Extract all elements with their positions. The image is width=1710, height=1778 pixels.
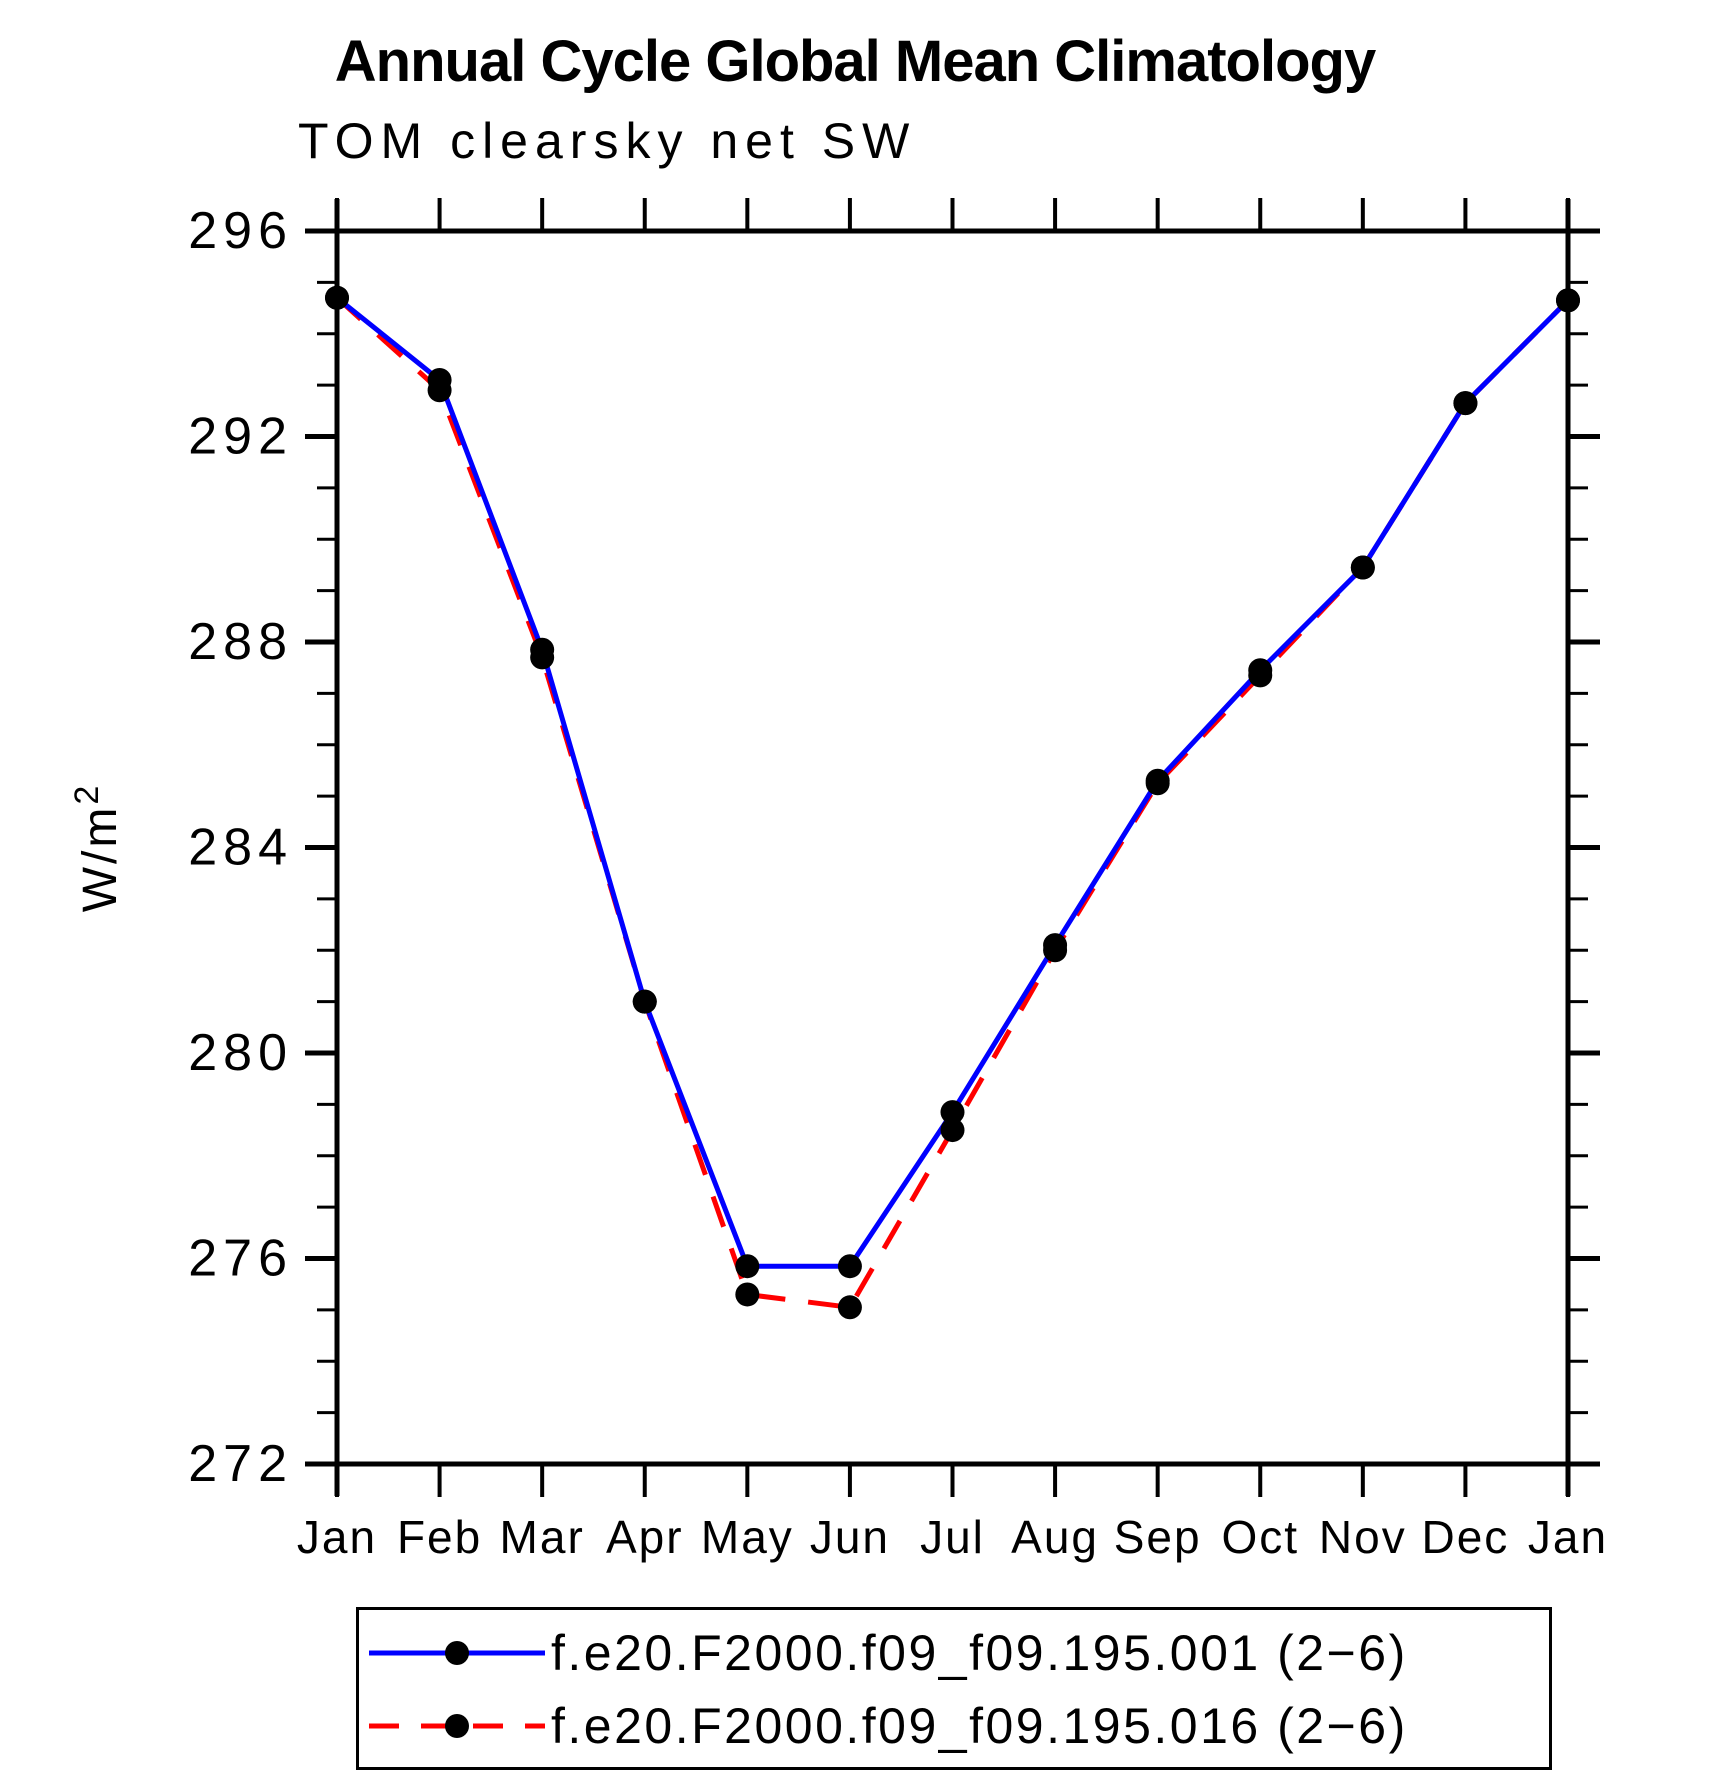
y-ticks [305,228,1600,1467]
data-point-marker [837,1295,862,1320]
x-tick-label: Oct [1221,1511,1299,1563]
y-axis-title: W/m2 [68,783,127,913]
data-point-marker [735,1282,760,1307]
legend-entry-series-0: f.e20.F2000.f09_f09.195.001 (2−6) [365,1625,1408,1681]
data-point-marker [940,1118,965,1143]
x-tick-label: Jan [1528,1511,1608,1563]
x-tick-label: Jan [297,1511,377,1563]
legend-entry-series-1: f.e20.F2000.f09_f09.195.016 (2−6) [365,1698,1408,1754]
plot-axes [305,199,1600,1496]
data-point-marker [837,1254,862,1279]
x-tick-label: Sep [1114,1511,1202,1563]
data-point-marker [1556,288,1580,313]
data-point-marker [940,1100,965,1125]
x-tick-label: Dec [1422,1511,1510,1563]
x-tick-label: Mar [500,1511,585,1563]
y-tick-labels: 272 276 280 284 288 292 296 [188,202,293,1493]
y-tick-label: 296 [188,202,293,260]
x-tick-label: May [701,1511,794,1563]
data-point-marker [427,378,452,403]
legend-box: f.e20.F2000.f09_f09.195.001 (2−6) f.e20.… [356,1607,1552,1770]
legend-line-sample-solid [369,1641,545,1665]
series-markers-1 [325,285,1580,1320]
x-tick-label: Jul [920,1511,985,1563]
data-point-marker [735,1254,760,1279]
legend-label-series-0: f.e20.F2000.f09_f09.195.001 (2−6) [551,1625,1408,1681]
y-tick-label: 288 [188,613,293,671]
x-tick-label: Jun [810,1511,890,1563]
x-tick-labels: Jan Feb Mar Apr May Jun Jul Aug Sep Oct Nov Dec Jan [297,1511,1608,1563]
y-tick-label: 284 [188,819,293,877]
data-point-marker [530,645,555,670]
data-point-marker [1453,391,1478,416]
chart-subtitle: TOM clearsky net SW [298,113,917,169]
y-tick-label: 292 [188,408,293,466]
legend-marker-dot [445,1714,469,1738]
data-point-marker [1248,663,1273,688]
x-tick-label: Apr [606,1511,684,1563]
legend-line-sample-dashed [369,1714,545,1738]
data-point-marker [325,285,349,310]
data-point-marker [1350,555,1375,580]
data-point-marker [632,989,657,1014]
y-tick-label: 276 [188,1230,293,1288]
chart-title: Annual Cycle Global Mean Climatology [334,29,1376,94]
legend-marker-dot [445,1641,469,1665]
y-tick-label: 280 [188,1024,293,1082]
x-tick-label: Nov [1319,1511,1407,1563]
x-ticks [335,198,1570,1497]
y-tick-label: 272 [188,1435,293,1493]
data-point-marker [1043,938,1068,963]
legend-label-series-1: f.e20.F2000.f09_f09.195.016 (2−6) [551,1698,1408,1754]
data-point-marker [1145,771,1170,796]
x-tick-label: Aug [1011,1511,1099,1563]
x-tick-label: Feb [397,1511,482,1563]
series-line-1 [335,295,1570,1310]
